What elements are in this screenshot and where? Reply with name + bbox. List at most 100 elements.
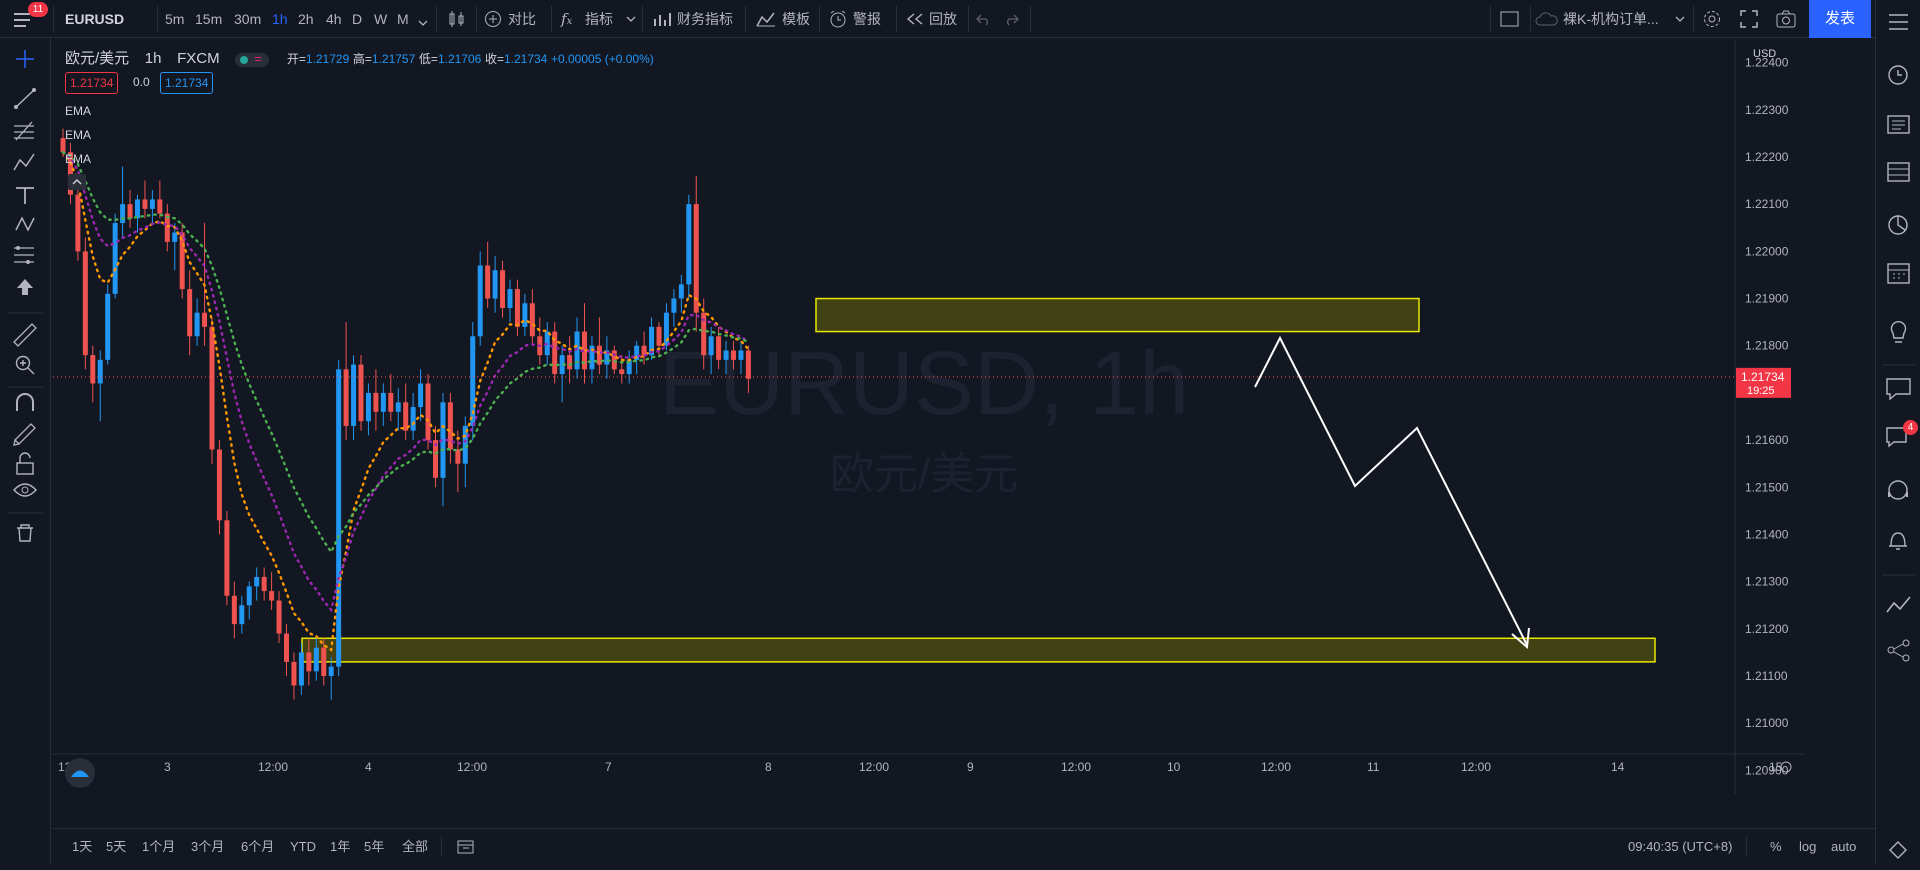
candle (224, 510, 230, 606)
chart-pane[interactable]: EURUSD, 1h 欧元/美元 USD 1.22400 1.22300 1.22200 1… (53, 39, 1805, 794)
undo-button[interactable] (976, 12, 992, 31)
percent-toggle[interactable]: % (1770, 839, 1782, 854)
interval-D[interactable]: D (352, 11, 363, 27)
hotlist-icon[interactable] (1888, 215, 1908, 235)
range-button[interactable]: 5天 (106, 839, 127, 854)
status-dot-icon (240, 55, 249, 64)
range-button[interactable]: 1个月 (142, 839, 176, 854)
interval-4h[interactable]: 4h (326, 11, 342, 27)
time-tick-label: 9 (967, 760, 974, 774)
lock-draw-icon[interactable] (13, 423, 36, 446)
expand-icon[interactable] (1889, 841, 1907, 859)
text-icon[interactable] (16, 187, 34, 204)
candle (358, 355, 364, 431)
symbol-search[interactable]: EURUSD (65, 11, 125, 27)
time-tick-label: 4 (365, 760, 372, 774)
watchlist-icon[interactable] (1889, 14, 1908, 30)
data-window-icon[interactable] (1887, 162, 1910, 182)
range-button[interactable]: 1天 (72, 839, 93, 854)
compare-label: 对比 (508, 11, 536, 27)
interval-5m[interactable]: 5m (165, 11, 185, 27)
range-button[interactable]: 3个月 (191, 839, 225, 854)
interval-1h[interactable]: 1h (272, 11, 288, 27)
connector-icon[interactable] (1887, 639, 1910, 662)
candle (306, 638, 312, 686)
collapse-legend-button[interactable] (68, 174, 86, 190)
high-label: 高= (352, 52, 372, 66)
fullscreen-icon (1740, 10, 1758, 28)
zoom-in-icon[interactable] (15, 355, 35, 375)
price-tick-label: 1.21600 (1745, 433, 1789, 447)
publish-button[interactable]: 发表 (1809, 0, 1871, 38)
crosshair-icon[interactable] (16, 50, 34, 68)
high-value: 1.21757 (371, 52, 416, 66)
fullscreen-button[interactable] (1740, 10, 1758, 33)
magnet-icon[interactable] (16, 393, 34, 411)
range-button[interactable]: 6个月 (241, 839, 275, 854)
clock-display[interactable]: 09:40:35 (UTC+8) (1628, 839, 1733, 854)
candle (298, 643, 304, 695)
interval-15m[interactable]: 15m (195, 11, 223, 27)
chart-type-button[interactable] (448, 10, 466, 33)
lightbulb-icon[interactable] (1890, 321, 1907, 343)
candle (149, 190, 155, 224)
interval-M[interactable]: M (397, 11, 409, 27)
projection-icon[interactable] (15, 216, 35, 232)
sell-price-box[interactable]: 1.21734 (65, 72, 119, 94)
divider (551, 6, 552, 32)
pattern-icon[interactable] (13, 153, 35, 171)
candle (552, 322, 558, 384)
layout-name-button[interactable]: 裸K-机构订单... (1535, 0, 1685, 38)
candle (492, 256, 498, 313)
indicator-legend-ema[interactable]: EMA (65, 152, 92, 166)
range-button[interactable]: 5年 (364, 839, 385, 854)
price-tick-label: 1.22100 (1745, 197, 1789, 211)
support-icon[interactable] (1888, 480, 1908, 500)
lock-icon[interactable] (16, 452, 34, 475)
trash-icon[interactable] (17, 524, 33, 542)
alarm-clock-icon[interactable] (1888, 65, 1908, 85)
legend-toggle[interactable]: = (235, 51, 270, 67)
plus-circle-icon (485, 11, 501, 27)
alarm-clock-icon (830, 10, 846, 28)
ideas-stream-icon[interactable] (1886, 596, 1911, 613)
range-button[interactable]: 全部 (402, 839, 429, 854)
menu-button[interactable] (14, 10, 34, 28)
price-tick-label: 1.21400 (1745, 527, 1789, 541)
news-icon[interactable] (1887, 115, 1910, 134)
interval-2h[interactable]: 2h (298, 11, 314, 27)
interval-dropdown[interactable] (418, 14, 428, 32)
interval-30m[interactable]: 30m (234, 11, 262, 27)
trend-line-icon[interactable] (14, 88, 36, 109)
eye-icon[interactable] (13, 483, 37, 497)
price-tick-label: 1.22300 (1745, 103, 1789, 117)
buy-price-box[interactable]: 1.21734 (160, 72, 214, 94)
candle (209, 317, 215, 464)
measure-lines-icon[interactable] (14, 246, 34, 264)
auto-toggle[interactable]: auto (1831, 839, 1857, 854)
chat-icon[interactable] (1886, 378, 1911, 401)
layout-toggle-button[interactable] (1500, 11, 1520, 32)
snapshot-button[interactable] (1776, 10, 1796, 33)
redo-button[interactable] (1003, 12, 1019, 31)
candle (239, 595, 245, 634)
interval-W[interactable]: W (374, 11, 388, 27)
candle (507, 279, 513, 323)
candle (708, 326, 714, 375)
settings-button[interactable] (1702, 9, 1722, 34)
fib-icon[interactable] (14, 121, 34, 141)
range-button[interactable]: YTD (290, 839, 316, 854)
log-toggle[interactable]: log (1799, 839, 1817, 854)
price-zone-supply (815, 297, 1420, 333)
arrow-up-icon[interactable] (17, 279, 33, 295)
calendar-icon[interactable] (1887, 263, 1910, 284)
range-button[interactable]: 1年 (330, 839, 351, 854)
indicator-legend-ema[interactable]: EMA (65, 104, 92, 118)
indicator-legend-ema[interactable]: EMA (65, 128, 92, 142)
price-tick-label: 1.21300 (1745, 575, 1789, 589)
goto-date-button[interactable] (457, 839, 475, 860)
ruler-icon[interactable] (13, 323, 37, 347)
candle (671, 289, 677, 327)
bell-icon[interactable] (1889, 532, 1907, 550)
